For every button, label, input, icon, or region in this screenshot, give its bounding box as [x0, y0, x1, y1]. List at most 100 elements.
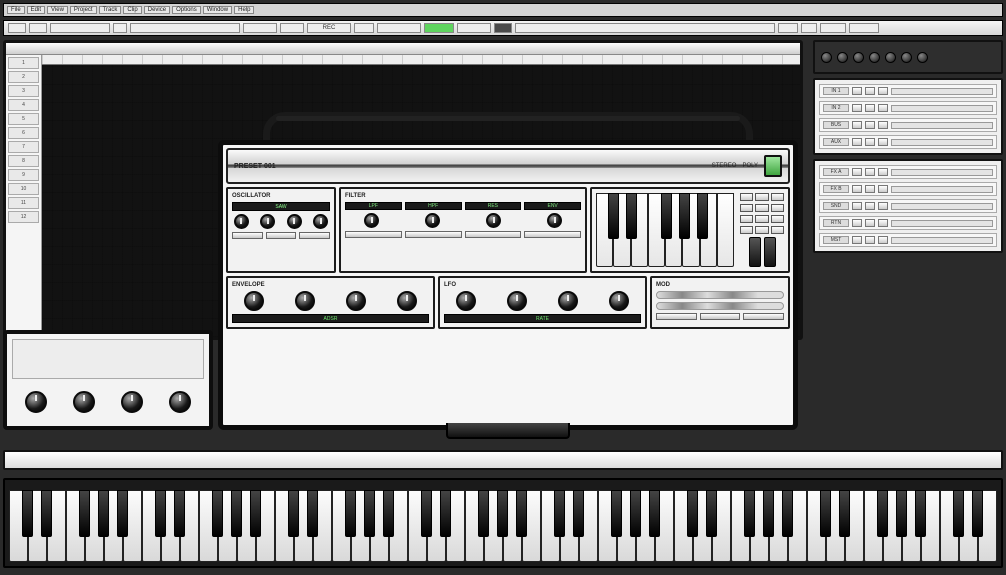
rack-button[interactable] [852, 168, 862, 176]
kbd-button[interactable] [771, 204, 784, 212]
rack-button[interactable] [878, 185, 888, 193]
black-key[interactable] [896, 490, 907, 537]
knob[interactable] [244, 291, 264, 311]
knob[interactable] [295, 291, 315, 311]
knob[interactable] [169, 391, 191, 413]
kbd-button[interactable] [740, 204, 753, 212]
kbd-button[interactable] [740, 226, 753, 234]
black-key[interactable] [573, 490, 584, 537]
rack-pot[interactable] [917, 52, 928, 63]
kbd-button[interactable] [771, 226, 784, 234]
track-header[interactable]: 7 [8, 141, 39, 153]
rack-button[interactable] [865, 202, 875, 210]
rack-button[interactable] [878, 219, 888, 227]
rack-button[interactable] [852, 236, 862, 244]
rack-button[interactable] [878, 202, 888, 210]
black-key[interactable] [611, 490, 622, 537]
toolbar-button[interactable] [50, 23, 110, 33]
rack-pot[interactable] [885, 52, 896, 63]
rack-button[interactable] [852, 104, 862, 112]
kbd-button[interactable] [740, 215, 753, 223]
black-key[interactable] [155, 490, 166, 537]
black-key[interactable] [516, 490, 527, 537]
toolbar-button[interactable] [515, 23, 775, 33]
osc-btn[interactable] [232, 232, 263, 239]
mod-btn[interactable] [743, 313, 784, 320]
black-key[interactable] [421, 490, 432, 537]
toolbar-button[interactable] [820, 23, 846, 33]
menu-view[interactable]: View [47, 6, 68, 14]
mod-btn[interactable] [656, 313, 697, 320]
rack-pot[interactable] [821, 52, 832, 63]
black-key[interactable] [22, 490, 33, 537]
knob[interactable] [425, 213, 440, 228]
track-header[interactable]: 9 [8, 169, 39, 181]
track-header[interactable]: 3 [8, 85, 39, 97]
black-key[interactable] [877, 490, 888, 537]
rack-button[interactable] [878, 168, 888, 176]
menu-project[interactable]: Project [70, 6, 97, 14]
toolbar-button[interactable] [494, 23, 512, 33]
kbd-button[interactable] [755, 215, 768, 223]
knob[interactable] [313, 214, 328, 229]
rack-button[interactable] [865, 185, 875, 193]
window-titlebar[interactable] [6, 43, 800, 55]
rack-button[interactable] [878, 87, 888, 95]
rack-pot[interactable] [869, 52, 880, 63]
black-key[interactable] [839, 490, 850, 537]
track-header[interactable]: 8 [8, 155, 39, 167]
black-key[interactable] [174, 490, 185, 537]
toolbar-button[interactable] [354, 23, 374, 33]
timeline-ruler[interactable] [42, 55, 800, 65]
track-header[interactable]: 10 [8, 183, 39, 195]
black-key[interactable] [706, 490, 717, 537]
black-key[interactable] [953, 490, 964, 537]
menu-file[interactable]: File [7, 6, 25, 14]
black-key[interactable] [608, 193, 619, 239]
rack-button[interactable] [865, 168, 875, 176]
track-header[interactable]: 12 [8, 211, 39, 223]
filter-button[interactable] [345, 231, 402, 238]
black-key[interactable] [661, 193, 672, 239]
black-key[interactable] [231, 490, 242, 537]
track-header[interactable]: 11 [8, 197, 39, 209]
filter-button[interactable] [465, 231, 522, 238]
black-key[interactable] [763, 490, 774, 537]
black-key[interactable] [364, 490, 375, 537]
mod-btn[interactable] [700, 313, 741, 320]
pitch-wheel[interactable] [764, 237, 776, 267]
knob[interactable] [260, 214, 275, 229]
rack-button[interactable] [878, 236, 888, 244]
black-key[interactable] [649, 490, 660, 537]
rack-button[interactable] [852, 138, 862, 146]
toolbar-button[interactable] [113, 23, 127, 33]
osc-btn[interactable] [299, 232, 330, 239]
menu-clip[interactable]: Clip [123, 6, 141, 14]
knob[interactable] [609, 291, 629, 311]
knob[interactable] [507, 291, 527, 311]
rack-button[interactable] [852, 185, 862, 193]
black-key[interactable] [626, 193, 637, 239]
rack-button[interactable] [878, 138, 888, 146]
toolbar-button[interactable] [424, 23, 454, 33]
filter-button[interactable] [524, 231, 581, 238]
menu-options[interactable]: Options [172, 6, 201, 14]
black-key[interactable] [679, 193, 690, 239]
rack-button[interactable] [852, 121, 862, 129]
black-key[interactable] [820, 490, 831, 537]
knob[interactable] [364, 213, 379, 228]
toolbar-button[interactable] [377, 23, 421, 33]
kbd-button[interactable] [755, 204, 768, 212]
track-header[interactable]: 4 [8, 99, 39, 111]
black-key[interactable] [250, 490, 261, 537]
black-key[interactable] [915, 490, 926, 537]
rack-button[interactable] [878, 104, 888, 112]
black-key[interactable] [697, 193, 708, 239]
rack-button[interactable] [865, 87, 875, 95]
menu-window[interactable]: Window [203, 6, 232, 14]
toolbar-button[interactable] [849, 23, 879, 33]
toolbar-button[interactable]: REC [307, 23, 351, 33]
rack-button[interactable] [852, 202, 862, 210]
power-led[interactable] [764, 155, 782, 177]
filter-button[interactable] [405, 231, 462, 238]
